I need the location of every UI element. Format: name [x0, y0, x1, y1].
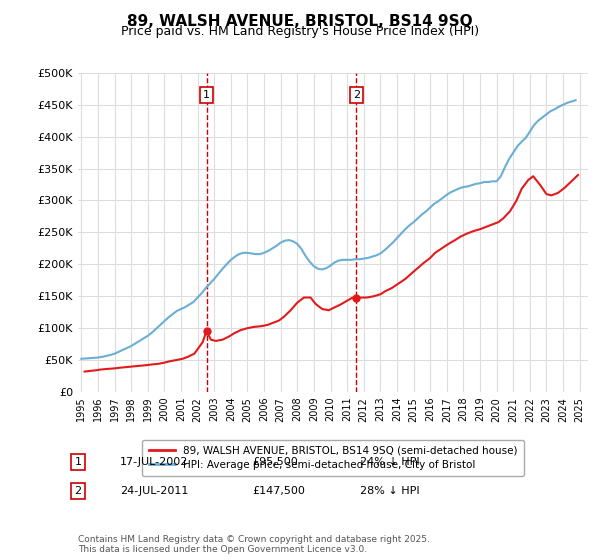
Text: £95,500: £95,500: [252, 457, 298, 467]
Text: 17-JUL-2002: 17-JUL-2002: [120, 457, 188, 467]
Text: £147,500: £147,500: [252, 486, 305, 496]
Text: 89, WALSH AVENUE, BRISTOL, BS14 9SQ: 89, WALSH AVENUE, BRISTOL, BS14 9SQ: [127, 14, 473, 29]
Text: 1: 1: [203, 90, 210, 100]
Text: 1: 1: [74, 457, 82, 467]
Text: 2: 2: [74, 486, 82, 496]
Text: 24-JUL-2011: 24-JUL-2011: [120, 486, 188, 496]
Legend: 89, WALSH AVENUE, BRISTOL, BS14 9SQ (semi-detached house), HPI: Average price, s: 89, WALSH AVENUE, BRISTOL, BS14 9SQ (sem…: [142, 440, 524, 476]
Text: 2: 2: [353, 90, 360, 100]
Text: 28% ↓ HPI: 28% ↓ HPI: [360, 486, 419, 496]
Text: Price paid vs. HM Land Registry's House Price Index (HPI): Price paid vs. HM Land Registry's House …: [121, 25, 479, 38]
Text: Contains HM Land Registry data © Crown copyright and database right 2025.
This d: Contains HM Land Registry data © Crown c…: [78, 535, 430, 554]
Text: 24% ↓ HPI: 24% ↓ HPI: [360, 457, 419, 467]
